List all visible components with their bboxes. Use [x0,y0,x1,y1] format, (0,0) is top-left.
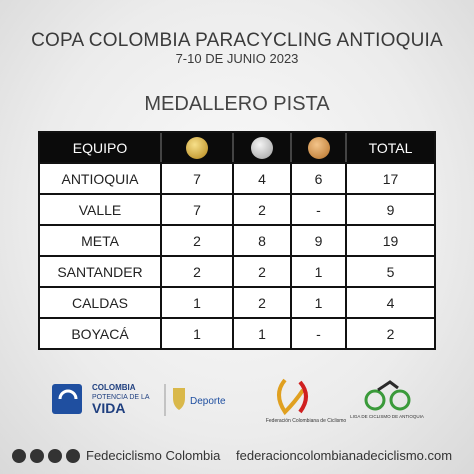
count-cell: 7 [160,195,232,224]
liga-logo: LIGA DE CICLISMO DE ANTIOQUIA [350,380,424,419]
table-row: ANTIOQUIA 7 4 6 17 [40,162,434,193]
header-cell: EQUIPO [72,139,128,156]
count-cell: - [290,319,345,348]
count-cell: 1 [290,257,345,286]
table-row: SANTANDER 2 2 1 5 [40,255,434,286]
count-cell: 7 [160,164,232,193]
header-cell [232,133,290,162]
social-handle: Fedeciclismo Colombia [86,448,221,463]
table-row: BOYACÁ 1 1-2 [40,317,434,348]
gold-medal [186,136,208,159]
bronze-medal [307,136,330,159]
count-cell: 2 [160,257,232,286]
count-cell: 2 [232,195,290,224]
logo-text: Deporte [190,396,226,407]
count-cell: 8 [232,226,290,255]
count-cell: 2 [345,319,434,348]
website: federacioncolombianadeciclismo.com [236,448,453,463]
team-cell: META [81,232,119,249]
federacion-logo: Federación Colombiana de Ciclismo [266,378,347,424]
silver-medal [251,136,273,159]
header-cell [160,133,232,162]
social-icon [48,449,62,463]
logo-text: Federación Colombiana de Ciclismo [266,418,347,424]
team-cell: SANTANDER [57,263,143,280]
count-cell: 9 [290,226,345,255]
table-row: CALDAS 1 2 1 4 [40,286,434,317]
logo-text: COLOMBIA [92,383,136,392]
section-title: MEDALLERO PISTA [144,93,330,115]
count-cell: - [290,195,345,224]
count-cell: 1 [232,319,290,348]
team-cell: VALLE [78,201,122,218]
header-row: EQUIPO TOTAL [40,133,434,162]
team-cell: CALDAS [71,294,129,311]
count-cell: 1 [290,288,345,317]
count-cell: 4 [345,288,434,317]
header-cell [290,133,345,162]
count-cell: 19 [345,226,434,255]
count-cell: 5 [345,257,434,286]
team-cell: BOYACÁ [71,325,129,342]
count-cell: 17 [345,164,434,193]
logo-text: POTENCIA DE LA [92,394,150,401]
colombia-logo: COLOMBIA POTENCIA DE LA VIDA Deporte [52,383,226,416]
logo-text: VIDA [92,400,125,416]
footer: Fedeciclismo Colombia federacioncolombia… [0,445,474,467]
count-cell: 6 [290,164,345,193]
social-icon [66,449,80,463]
team-cell: ANTIOQUIA [61,170,139,187]
header-cell: TOTAL [345,133,434,162]
count-cell: 1 [160,319,232,348]
count-cell: 2 [160,226,232,255]
title: COPA COLOMBIA PARACYCLING ANTIOQUIA [31,30,443,51]
table-row: VALLE 7 2-9 [40,193,434,224]
logo-text: LIGA DE CICLISMO DE ANTIOQUIA [350,414,424,419]
logos: COLOMBIA POTENCIA DE LA VIDA Deporte Fed… [52,378,424,424]
subtitle: 7-10 DE JUNIO 2023 [175,51,299,66]
social-icon [30,449,44,463]
medal-table: EQUIPO TOTAL ANTIOQUIA 7 4 6 17 VALLE 7 2-9 META… [38,131,436,350]
count-cell: 1 [160,288,232,317]
table-row: META 2 8 9 19 [40,224,434,255]
count-cell: 2 [232,288,290,317]
count-cell: 4 [232,164,290,193]
count-cell: 9 [345,195,434,224]
social-icon [12,449,26,463]
count-cell: 2 [232,257,290,286]
